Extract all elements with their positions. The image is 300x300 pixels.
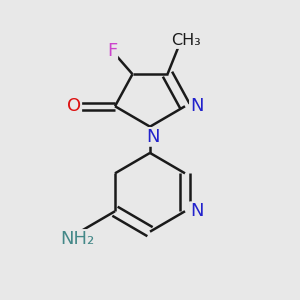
Text: NH₂: NH₂ — [60, 230, 94, 248]
Text: N: N — [190, 97, 203, 115]
Text: N: N — [146, 128, 160, 146]
Text: N: N — [190, 202, 203, 220]
Text: CH₃: CH₃ — [172, 33, 201, 48]
Text: F: F — [107, 42, 117, 60]
Text: O: O — [67, 97, 81, 115]
